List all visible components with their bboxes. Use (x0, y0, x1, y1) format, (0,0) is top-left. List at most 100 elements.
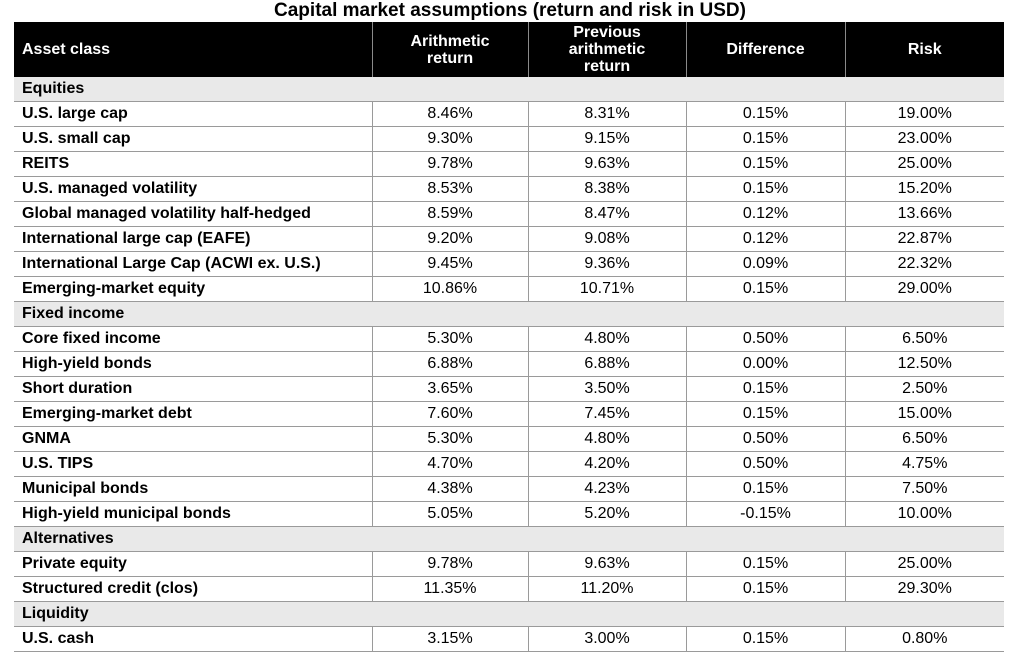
column-header-previous-arithmetic-return: Previous arithmetic return (527, 22, 686, 77)
cell-difference: 0.15% (685, 476, 845, 502)
table-row: U.S. small cap 9.30% 9.15% 0.15% 23.00% (14, 126, 1004, 152)
cell-previous-arithmetic-return: 8.38% (527, 176, 686, 202)
cell-asset-class: U.S. TIPS (14, 451, 372, 477)
cell-risk: 25.00% (844, 551, 1004, 577)
cell-asset-class: GNMA (14, 426, 372, 452)
section-row: Equities (14, 77, 1004, 102)
cell-risk: 15.00% (844, 401, 1004, 427)
column-header-arithmetic-return: Arithmetic return (371, 22, 528, 77)
section-label: Equities (14, 77, 1004, 102)
table-row: High-yield bonds 6.88% 6.88% 0.00% 12.50% (14, 351, 1004, 377)
cell-arithmetic-return: 5.30% (371, 326, 528, 352)
cell-previous-arithmetic-return: 4.80% (527, 326, 686, 352)
cell-asset-class: Structured credit (clos) (14, 576, 372, 602)
cell-risk: 22.32% (844, 251, 1004, 277)
cell-arithmetic-return: 9.78% (371, 551, 528, 577)
table-row: Municipal bonds 4.38% 4.23% 0.15% 7.50% (14, 476, 1004, 502)
cell-difference: 0.09% (685, 251, 845, 277)
cell-asset-class: Emerging-market equity (14, 276, 372, 302)
cell-arithmetic-return: 5.05% (371, 501, 528, 527)
cell-arithmetic-return: 9.78% (371, 151, 528, 177)
cell-arithmetic-return: 10.86% (371, 276, 528, 302)
cell-asset-class: U.S. managed volatility (14, 176, 372, 202)
table-body: Equities U.S. large cap 8.46% 8.31% 0.15% 19.… (14, 77, 1004, 652)
cell-arithmetic-return: 5.30% (371, 426, 528, 452)
cell-risk: 25.00% (844, 151, 1004, 177)
cell-difference: 0.12% (685, 201, 845, 227)
cell-risk: 2.50% (844, 376, 1004, 402)
column-header-risk: Risk (844, 22, 1004, 77)
cell-difference: 0.15% (685, 626, 845, 652)
cell-arithmetic-return: 11.35% (371, 576, 528, 602)
table-row: Emerging-market debt 7.60% 7.45% 0.15% 15.00… (14, 401, 1004, 427)
table-row: U.S. managed volatility 8.53% 8.38% 0.15% 15… (14, 176, 1004, 202)
table-row: Emerging-market equity 10.86% 10.71% 0.15% 2… (14, 276, 1004, 302)
table-row: REITS 9.78% 9.63% 0.15% 25.00% (14, 151, 1004, 177)
cell-arithmetic-return: 3.65% (371, 376, 528, 402)
cell-risk: 6.50% (844, 426, 1004, 452)
cell-difference: 0.15% (685, 176, 845, 202)
cell-risk: 13.66% (844, 201, 1004, 227)
cell-arithmetic-return: 9.20% (371, 226, 528, 252)
table-row: Global managed volatility half-hedged 8.5… (14, 201, 1004, 227)
cell-asset-class: REITS (14, 151, 372, 177)
table-row: U.S. TIPS 4.70% 4.20% 0.50% 4.75% (14, 451, 1004, 477)
cell-asset-class: Core fixed income (14, 326, 372, 352)
cell-previous-arithmetic-return: 10.71% (527, 276, 686, 302)
cell-previous-arithmetic-return: 4.20% (527, 451, 686, 477)
table-row: Core fixed income 5.30% 4.80% 0.50% 6.50% (14, 326, 1004, 352)
cell-asset-class: Private equity (14, 551, 372, 577)
section-row: Alternatives (14, 526, 1004, 552)
cell-difference: 0.15% (685, 151, 845, 177)
cell-previous-arithmetic-return: 6.88% (527, 351, 686, 377)
cell-risk: 29.00% (844, 276, 1004, 302)
cell-previous-arithmetic-return: 8.47% (527, 201, 686, 227)
cell-difference: 0.50% (685, 426, 845, 452)
cell-difference: 0.00% (685, 351, 845, 377)
section-label: Fixed income (14, 301, 1004, 327)
section-label: Alternatives (14, 526, 1004, 552)
cell-arithmetic-return: 3.15% (371, 626, 528, 652)
cell-previous-arithmetic-return: 8.31% (527, 101, 686, 127)
cell-asset-class: U.S. small cap (14, 126, 372, 152)
cell-previous-arithmetic-return: 9.63% (527, 551, 686, 577)
cell-arithmetic-return: 6.88% (371, 351, 528, 377)
table-row: U.S. large cap 8.46% 8.31% 0.15% 19.00% (14, 101, 1004, 127)
cell-difference: 0.12% (685, 226, 845, 252)
cell-asset-class: U.S. cash (14, 626, 372, 652)
table-row: Private equity 9.78% 9.63% 0.15% 25.00% (14, 551, 1004, 577)
cell-risk: 0.80% (844, 626, 1004, 652)
cell-asset-class: International Large Cap (ACWI ex. U.S.) (14, 251, 372, 277)
cell-arithmetic-return: 8.53% (371, 176, 528, 202)
table-row: Short duration 3.65% 3.50% 0.15% 2.50% (14, 376, 1004, 402)
table-row: Structured credit (clos) 11.35% 11.20% 0.15… (14, 576, 1004, 602)
cell-asset-class: High-yield bonds (14, 351, 372, 377)
cell-previous-arithmetic-return: 4.80% (527, 426, 686, 452)
cell-arithmetic-return: 4.70% (371, 451, 528, 477)
cell-arithmetic-return: 4.38% (371, 476, 528, 502)
cell-difference: 0.50% (685, 326, 845, 352)
section-row: Liquidity (14, 601, 1004, 627)
capital-market-assumptions-table: Asset class Arithmetic return Previous a… (14, 22, 1004, 652)
cell-difference: 0.15% (685, 101, 845, 127)
header-row: Asset class Arithmetic return Previous a… (14, 22, 1004, 77)
cell-previous-arithmetic-return: 5.20% (527, 501, 686, 527)
cell-risk: 4.75% (844, 451, 1004, 477)
cell-risk: 7.50% (844, 476, 1004, 502)
cell-asset-class: High-yield municipal bonds (14, 501, 372, 527)
cell-arithmetic-return: 8.46% (371, 101, 528, 127)
cell-previous-arithmetic-return: 9.63% (527, 151, 686, 177)
cell-risk: 6.50% (844, 326, 1004, 352)
column-header-difference: Difference (685, 22, 845, 77)
cell-previous-arithmetic-return: 9.15% (527, 126, 686, 152)
cell-previous-arithmetic-return: 9.36% (527, 251, 686, 277)
cell-difference: 0.15% (685, 376, 845, 402)
table-row: International Large Cap (ACWI ex. U.S.) 9… (14, 251, 1004, 277)
cell-risk: 15.20% (844, 176, 1004, 202)
cell-previous-arithmetic-return: 3.00% (527, 626, 686, 652)
cell-risk: 10.00% (844, 501, 1004, 527)
cell-difference: 0.15% (685, 276, 845, 302)
cell-difference: 0.50% (685, 451, 845, 477)
cell-risk: 23.00% (844, 126, 1004, 152)
section-row: Fixed income (14, 301, 1004, 327)
